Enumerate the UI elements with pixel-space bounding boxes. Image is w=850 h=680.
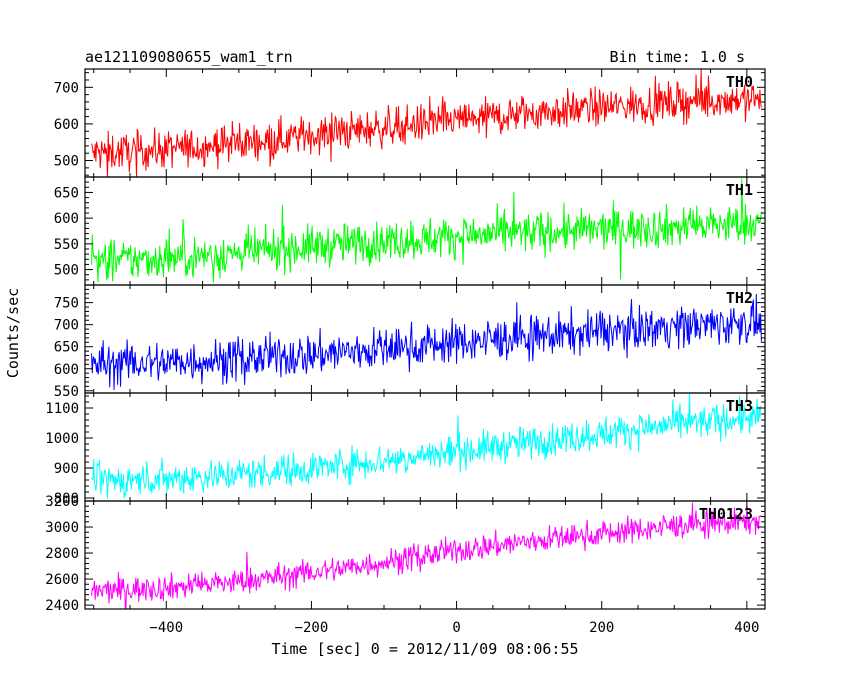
y-tick-label: 2400 bbox=[45, 598, 79, 614]
panel-th3: 800 900 1000 1100 TH3 bbox=[45, 392, 766, 507]
y-tick-label: 3200 bbox=[45, 494, 79, 510]
x-axis-label: Time [sec] 0 = 2012/11/09 08:06:55 bbox=[271, 640, 578, 658]
panel-label-th2: TH2 bbox=[726, 289, 753, 307]
panel-frame-th0123 bbox=[84, 500, 766, 610]
panel-th2: 550 600 650 700 750 TH2 bbox=[54, 284, 766, 400]
panel-th0: 500 600 700 TH0 bbox=[54, 68, 766, 178]
y-tick-label: 600 bbox=[54, 362, 79, 378]
x-tick-label: −200 bbox=[295, 620, 329, 636]
y-tick-label: 700 bbox=[54, 80, 79, 96]
series-line-th3 bbox=[91, 393, 762, 499]
series-line-th2 bbox=[91, 293, 762, 390]
panel-th1: 500 550 600 650 TH1 bbox=[54, 176, 766, 286]
y-axis-label: Counts/sec bbox=[4, 288, 22, 378]
y-tick-label: 800 bbox=[54, 491, 79, 507]
y-tick-label: 600 bbox=[54, 211, 79, 227]
y-tick-label: 3000 bbox=[45, 520, 79, 536]
panel-label-th0: TH0 bbox=[726, 73, 753, 91]
y-tick-label: 500 bbox=[54, 154, 79, 170]
panel-frame-th3 bbox=[84, 392, 766, 502]
panel-th0123: 2400 2600 2800 3000 3200 TH0123 bbox=[45, 494, 766, 614]
y-tick-label: 1100 bbox=[45, 401, 79, 417]
y-tick-label: 650 bbox=[54, 185, 79, 201]
y-tick-label: 2600 bbox=[45, 572, 79, 588]
series-line-th0 bbox=[91, 69, 762, 177]
y-tick-label: 900 bbox=[54, 461, 79, 477]
chart-title-left: ae121109080655_wam1_trn bbox=[85, 48, 293, 66]
series-line-th0123 bbox=[91, 502, 762, 609]
y-tick-label: 600 bbox=[54, 117, 79, 133]
series-line-th1 bbox=[91, 178, 762, 283]
x-tick-label: 0 bbox=[452, 620, 460, 636]
y-tick-label: 2800 bbox=[45, 546, 79, 562]
y-tick-label: 700 bbox=[54, 318, 79, 334]
panel-label-th0123: TH0123 bbox=[699, 505, 753, 523]
x-tick-label: 200 bbox=[589, 620, 614, 636]
panel-label-th1: TH1 bbox=[726, 181, 753, 199]
x-tick-label: 400 bbox=[734, 620, 759, 636]
y-tick-label: 750 bbox=[54, 296, 79, 312]
y-tick-label: 650 bbox=[54, 340, 79, 356]
panel-label-th3: TH3 bbox=[726, 397, 753, 415]
y-tick-label: 550 bbox=[54, 237, 79, 253]
chart-title-right: Bin time: 1.0 s bbox=[610, 48, 745, 66]
x-tick-label: −400 bbox=[149, 620, 183, 636]
y-tick-label: 1000 bbox=[45, 431, 79, 447]
y-tick-label: 500 bbox=[54, 263, 79, 279]
y-tick-label: 550 bbox=[54, 384, 79, 400]
panels-group: 500 600 700 TH0 500 550 600 650 TH1 550 600 650 700 7… bbox=[45, 68, 766, 636]
